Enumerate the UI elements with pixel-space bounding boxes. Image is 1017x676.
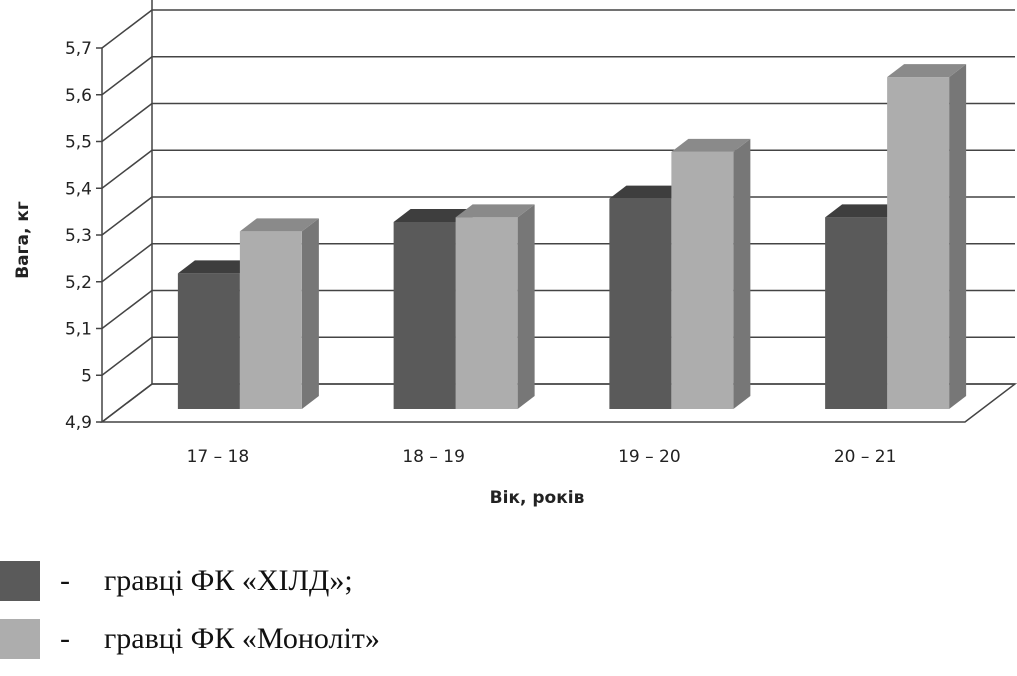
gridline-side xyxy=(101,196,153,236)
x-tick-labels: 17 – 18 18 – 19 19 – 20 20 – 21 xyxy=(187,447,897,467)
bar-top-1-3 xyxy=(887,64,967,78)
legend-dash: - xyxy=(60,622,70,655)
bar-side-1-1 xyxy=(517,204,535,409)
y-tick-label: 5,1 xyxy=(65,320,92,340)
bar-0-3 xyxy=(825,217,888,409)
bars xyxy=(177,64,967,409)
y-tick-label: 5,6 xyxy=(65,86,92,106)
legend-label-monolit: гравці ФК «Моноліт» xyxy=(104,622,380,655)
gridline-side xyxy=(101,336,153,376)
y-tick-label: 4,9 xyxy=(65,413,92,433)
bar-top-0-3 xyxy=(825,204,905,218)
bar-0-2 xyxy=(609,198,672,409)
x-axis-title: Вік, років xyxy=(490,488,585,508)
bar-top-1-2 xyxy=(671,138,751,152)
y-tick-label: 5,2 xyxy=(65,273,92,293)
gridline-side xyxy=(101,149,153,189)
bar-top-0-2 xyxy=(609,185,689,199)
x-tick-label: 19 – 20 xyxy=(618,447,681,467)
bar-top-0-1 xyxy=(393,209,473,222)
bar-top-0-0 xyxy=(177,260,257,274)
bar-side-1-2 xyxy=(733,138,751,409)
gridline-side xyxy=(101,243,153,283)
x-tick-label: 17 – 18 xyxy=(187,447,250,467)
gridline-side xyxy=(101,56,153,96)
bar-0-1 xyxy=(393,222,456,409)
legend-swatch-hild xyxy=(0,561,40,601)
legend-label-hild: гравці ФК «ХІЛД»; xyxy=(104,564,353,597)
bar-1-0 xyxy=(239,231,302,409)
gridline-side xyxy=(101,102,153,143)
bar-top-1-0 xyxy=(239,218,319,232)
gridline-side xyxy=(101,289,153,330)
legend-item-monolit: - гравці ФК «Моноліт» xyxy=(0,618,380,660)
x-tick-label: 20 – 21 xyxy=(834,447,897,467)
legend-item-hild: - гравці ФК «ХІЛД»; xyxy=(0,560,380,602)
legend-swatch-monolit xyxy=(0,619,40,659)
bar-0-0 xyxy=(177,273,240,409)
weight-bar-chart: 4,9 5 5,1 5,2 5,3 5,4 5,5 5,6 5,7 17 – 18 18 – 19… xyxy=(13,0,1017,508)
legend: - гравці ФК «ХІЛД»; - гравці ФК «Моноліт… xyxy=(0,560,380,676)
bar-1-2 xyxy=(671,151,734,409)
bar-1-1 xyxy=(455,217,518,409)
legend-dash: - xyxy=(60,564,70,597)
y-tick-label: 5,7 xyxy=(65,39,92,59)
y-tick-label: 5,5 xyxy=(65,133,92,153)
y-tick-label: 5 xyxy=(81,366,92,386)
bar-top-1-1 xyxy=(455,204,535,218)
gridline-side xyxy=(101,383,153,423)
x-tick-label: 18 – 19 xyxy=(402,447,465,467)
bar-side-1-0 xyxy=(301,218,319,409)
bar-side-1-3 xyxy=(949,64,967,409)
y-tick-label: 5,4 xyxy=(65,179,92,199)
bar-1-3 xyxy=(887,77,950,409)
y-tick-labels: 4,9 5 5,1 5,2 5,3 5,4 5,5 5,6 5,7 xyxy=(65,39,92,433)
y-axis-title: Вага, кг xyxy=(13,201,33,279)
gridline-side xyxy=(101,9,153,49)
y-tick-label: 5,3 xyxy=(65,226,92,246)
